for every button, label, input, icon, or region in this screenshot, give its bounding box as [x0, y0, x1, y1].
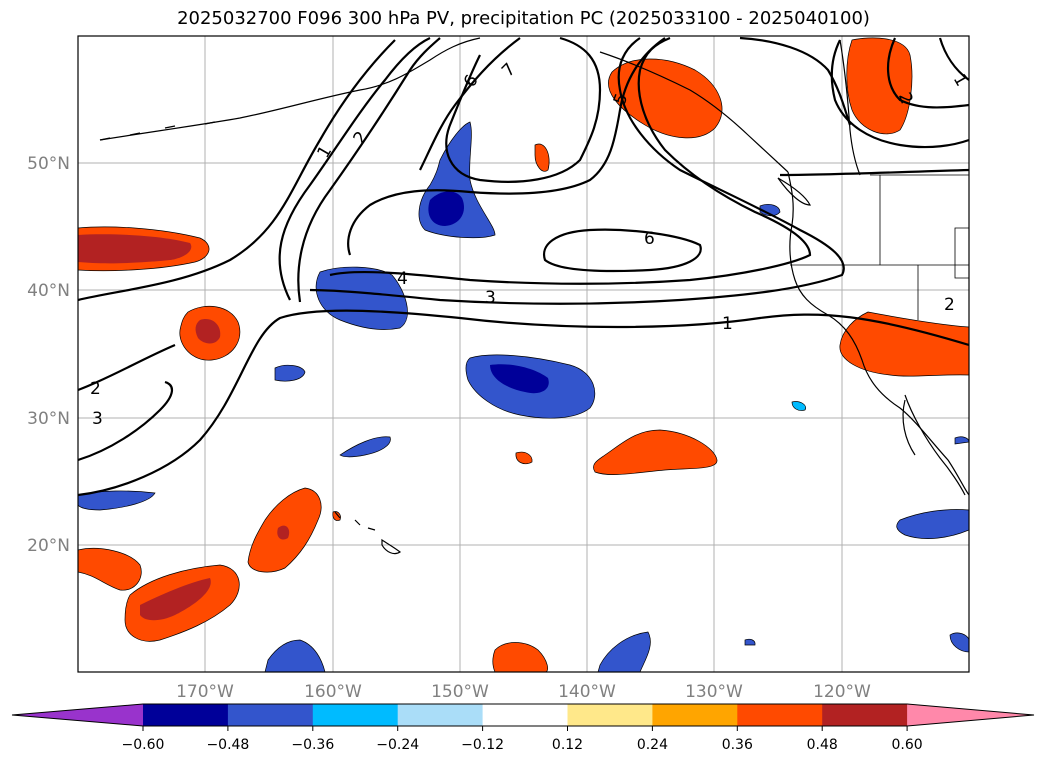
anomaly-positive-bc-coast	[846, 37, 913, 135]
contour-label-4: 4	[397, 269, 408, 289]
anomaly-negative-west-edge	[78, 490, 156, 511]
contour-label-6b: 6	[644, 229, 655, 249]
colorbar-segment	[652, 704, 738, 726]
colorbar-extend-max	[907, 704, 1034, 726]
anomaly-negative-small-1	[274, 364, 306, 382]
colorbar-tick-label: −0.12	[461, 737, 504, 753]
map-title: 2025032700 F096 300 hPa PV, precipitatio…	[177, 8, 870, 29]
anomaly-negative-south-1	[264, 639, 326, 672]
anomaly-negative-40n	[315, 266, 408, 330]
lat-label-30n: 30°N	[27, 409, 70, 429]
pv-contour-7	[419, 37, 702, 273]
colorbar-tick-label: 0.12	[552, 737, 583, 753]
colorbar-tick-label: 0.48	[807, 737, 838, 753]
anomaly-positive-far-sw	[78, 548, 142, 591]
latitude-labels: 20°N 30°N 40°N 50°N	[27, 154, 70, 556]
contour-label-2d: 2	[944, 295, 955, 315]
pv-contour-upper	[445, 36, 602, 183]
lon-label-160w: 160°W	[304, 682, 362, 702]
aleutians	[99, 121, 216, 141]
pv-contour-6	[347, 37, 666, 256]
colorbar-segment	[567, 704, 653, 726]
longitude-labels: 170°W 160°W 150°W 140°W 130°W 120°W	[176, 682, 871, 702]
anomaly-negative-small-5	[949, 632, 969, 653]
colorbar-segment	[397, 704, 484, 726]
colorbar-tick-label: 0.60	[892, 737, 923, 753]
anomaly-negative-east	[896, 509, 969, 539]
pv-contours	[78, 36, 969, 497]
colorbar-segment	[227, 704, 314, 726]
colorbar-tick-label: −0.24	[376, 737, 419, 753]
colorbar-segment	[482, 704, 568, 726]
pv-contour-bc	[830, 37, 969, 149]
pv-contour-2	[78, 37, 431, 392]
lat-label-20n: 20°N	[27, 536, 70, 556]
pv-contour-ne	[739, 36, 852, 126]
lat-label-40n: 40°N	[27, 281, 70, 301]
pv-contour-east	[779, 168, 969, 177]
colorbar: −0.60 −0.48 −0.36 −0.24 −0.12 0.12 0.24 0.36 0.4…	[11, 703, 1035, 753]
negative-anomalies	[78, 121, 969, 672]
baja	[902, 394, 966, 496]
colorbar-tick-label: 0.36	[722, 737, 753, 753]
lon-label-130w: 130°W	[685, 682, 743, 702]
contour-label-1b: 1	[722, 314, 733, 334]
colorbar-tick-label: −0.48	[206, 737, 249, 753]
anomaly-negative-south-2	[597, 631, 651, 672]
vancouver-island	[777, 177, 811, 206]
anomaly-positive-small-2	[515, 451, 533, 465]
colorbar-tick-label: −0.60	[122, 737, 165, 753]
pv-contour-1	[78, 39, 969, 497]
colorbar-segment	[737, 704, 823, 726]
lon-label-140w: 140°W	[558, 682, 616, 702]
pv-contour-3	[78, 37, 441, 462]
anomaly-negative-small-7	[954, 436, 969, 445]
anomaly-positive-california	[839, 311, 969, 377]
anomaly-negative-small-4	[791, 401, 806, 411]
pv-contour-4	[309, 37, 845, 305]
anomaly-positive-small-1	[534, 143, 550, 172]
lon-label-170w: 170°W	[176, 682, 234, 702]
anomaly-positive-south	[492, 642, 548, 672]
map-frame	[77, 35, 970, 673]
anomaly-negative-small-2	[339, 436, 391, 458]
colorbar-tick-label: −0.36	[291, 737, 334, 753]
colorbar-segment	[312, 704, 399, 726]
colorbar-extend-min	[12, 704, 143, 726]
alaska-coast-north	[839, 39, 861, 176]
colorbar-segment	[822, 704, 908, 726]
anomaly-negative-small-6	[744, 638, 756, 646]
colorbar-segment	[143, 704, 229, 726]
lat-label-50n: 50°N	[27, 154, 70, 174]
positive-anomalies	[78, 37, 969, 672]
anomaly-positive-mid-pacific	[593, 429, 718, 475]
anomaly-positive-tiny	[332, 511, 341, 521]
lon-label-150w: 150°W	[431, 682, 489, 702]
hawaii	[334, 511, 402, 555]
contour-label-2b: 2	[90, 379, 101, 399]
contour-label-3: 3	[485, 288, 496, 308]
colorbar-tick-label: 0.24	[637, 737, 668, 753]
contour-label-3b: 3	[92, 409, 103, 429]
pv-contour-5	[329, 36, 812, 285]
lon-label-120w: 120°W	[813, 682, 871, 702]
